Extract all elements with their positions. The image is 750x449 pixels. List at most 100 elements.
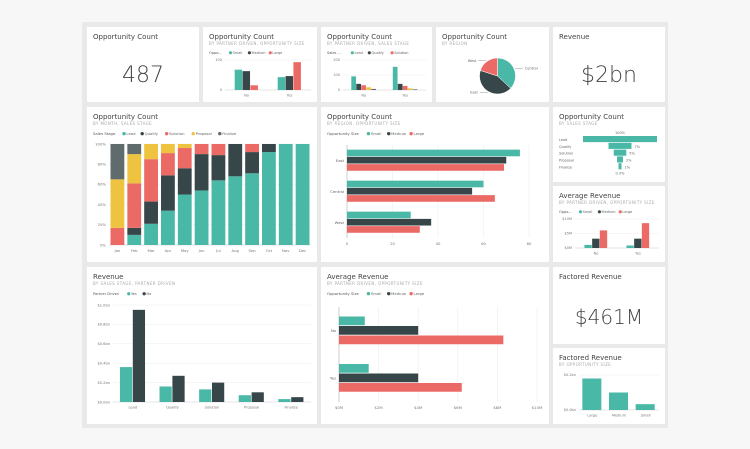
legend-label: Small (583, 210, 593, 214)
bar (238, 395, 251, 402)
tile-revenue-kpi[interactable]: Revenue $2bn (553, 27, 665, 102)
bar-segment (110, 144, 125, 180)
bar (609, 392, 628, 410)
bar (361, 85, 366, 90)
bar (119, 367, 133, 402)
bar-segment (161, 175, 175, 211)
legend-marker (387, 291, 391, 296)
bar-segment (144, 201, 158, 224)
legend-marker (618, 210, 622, 214)
x-tick-label: 0 (346, 241, 349, 246)
tile-title: Opportunity Count (327, 113, 393, 121)
legend-title: Opportunity Size (327, 131, 359, 136)
legend-marker (122, 131, 126, 136)
tile-opportunity-count-month-stage[interactable]: Opportunity Count BY MONTH, SALES STAGE … (87, 107, 317, 262)
bar-segment (161, 153, 175, 176)
bar-segment (110, 179, 125, 228)
y-tick-label: West (335, 220, 345, 225)
legend-marker (191, 131, 195, 136)
legend-label: Large (272, 51, 282, 55)
tile-opportunity-count-region-size[interactable]: Opportunity Count BY REGION, OPPORTUNITY… (321, 107, 549, 262)
x-tick-label: $4M (414, 405, 422, 410)
legend-label: Medium (391, 291, 406, 296)
legend-label: Large (622, 210, 632, 214)
legend-marker (390, 51, 394, 55)
bar (339, 373, 419, 383)
y-tick-label: Yes (330, 376, 336, 381)
tile-subtitle: BY PARTNER DRIVEN, OPPORTUNITY SIZE (559, 200, 655, 205)
bar-segment (144, 144, 158, 160)
tile-average-revenue-large[interactable]: Average Revenue BY PARTNER DRIVEN, OPPOR… (321, 267, 549, 424)
legend-label: Medium (391, 131, 406, 136)
y-tick-label: $0.8bn (97, 323, 110, 327)
funnel-bottom-label: 0.3% (616, 172, 626, 176)
bar-segment (127, 154, 142, 184)
bar-segment (177, 168, 192, 195)
bar (251, 392, 264, 402)
tile-title: Revenue (93, 273, 124, 281)
legend-marker (218, 131, 222, 136)
tile-opportunity-count-region[interactable]: Opportunity Count BY REGION Central East W… (436, 27, 549, 102)
funnel-bar (617, 156, 623, 163)
bar (356, 83, 362, 90)
tile-opportunity-count-partner-size[interactable]: Opportunity Count BY PARTNER DRIVEN, OPP… (203, 27, 317, 102)
bar-segment (144, 159, 158, 202)
chart-t4: Central East West (468, 57, 538, 95)
chart-t13: $0.0bn $0.2bn Large Medium Small (564, 373, 659, 418)
tile-title: Average Revenue (327, 273, 389, 281)
bar (635, 404, 655, 410)
pie-slice (480, 57, 498, 77)
bar (132, 309, 146, 402)
chart-t7: Opportunity Size Small Medium Large 0 20 40 60 8… (327, 131, 532, 246)
bar (285, 76, 294, 90)
legend-label: Small (371, 291, 382, 296)
pie-label: West (468, 59, 477, 63)
tile-title: Opportunity Count (327, 33, 393, 41)
bar (339, 326, 419, 335)
y-tick-label: 0 (220, 88, 222, 92)
bar (412, 89, 418, 90)
bar (626, 245, 634, 248)
bar (172, 375, 185, 402)
legend-label: Lead (126, 131, 136, 136)
y-tick-label: 100 (215, 58, 222, 62)
x-tick-label: Sep (249, 248, 257, 253)
tile-revenue-stage-partner[interactable]: Revenue BY SALES STAGE, PARTNER DRIVEN P… (87, 267, 317, 424)
x-tick-label: 60 (481, 241, 486, 246)
bar-segment (278, 144, 293, 245)
funnel-bar (583, 136, 657, 143)
chart-t8: 100% Lead Qualify 7% Solution 5% Proposal 2% Fin… (559, 131, 657, 176)
tile-subtitle: BY REGION (442, 41, 468, 46)
bar (347, 187, 473, 195)
tile-opportunity-count-funnel[interactable]: Opportunity Count BY SALES STAGE 100% Lea… (553, 107, 665, 182)
y-tick-label: Central (330, 189, 344, 194)
funnel-value-label: 5% (629, 152, 635, 156)
bar (599, 230, 608, 248)
y-tick-label: $0.0bn (97, 400, 110, 404)
legend-title: Sales Stage (93, 131, 116, 136)
y-tick-label: 100% (95, 141, 106, 146)
tile-title: Opportunity Count (209, 33, 275, 41)
tile-opportunity-count-kpi[interactable]: Opportunity Count 487 (87, 27, 199, 102)
bar-segment (110, 227, 125, 245)
tile-factored-revenue-size[interactable]: Factored Revenue BY OPPORTUNITY SIZE $0.… (553, 348, 665, 424)
y-tick-label: 40% (98, 202, 107, 207)
x-tick-label: $0M (335, 405, 343, 410)
funnel-value-label: 2% (626, 159, 632, 163)
bar (339, 364, 369, 373)
tile-average-revenue-small[interactable]: Average Revenue BY PARTNER DRIVEN, OPPOR… (553, 186, 665, 262)
x-tick-label: No (361, 94, 366, 98)
kpi-value: $2bn (581, 63, 637, 88)
y-tick-label: East (336, 158, 345, 163)
chart-t9: Oppo... Small Medium Large $0M $5M $10M No Yes (559, 210, 659, 256)
bar-segment (127, 144, 142, 155)
x-tick-label: Oct (266, 248, 273, 253)
tile-factored-revenue-kpi[interactable]: Factored Revenue $461M (553, 267, 665, 344)
legend-label: No (146, 292, 151, 296)
legend-marker (127, 292, 131, 296)
legend-title: Oppo... (559, 210, 572, 214)
bar (371, 88, 376, 90)
bar (347, 164, 504, 171)
bar-segment (127, 234, 142, 245)
tile-opportunity-count-partner-stage[interactable]: Opportunity Count BY PARTNER DRIVEN, SAL… (321, 27, 432, 102)
